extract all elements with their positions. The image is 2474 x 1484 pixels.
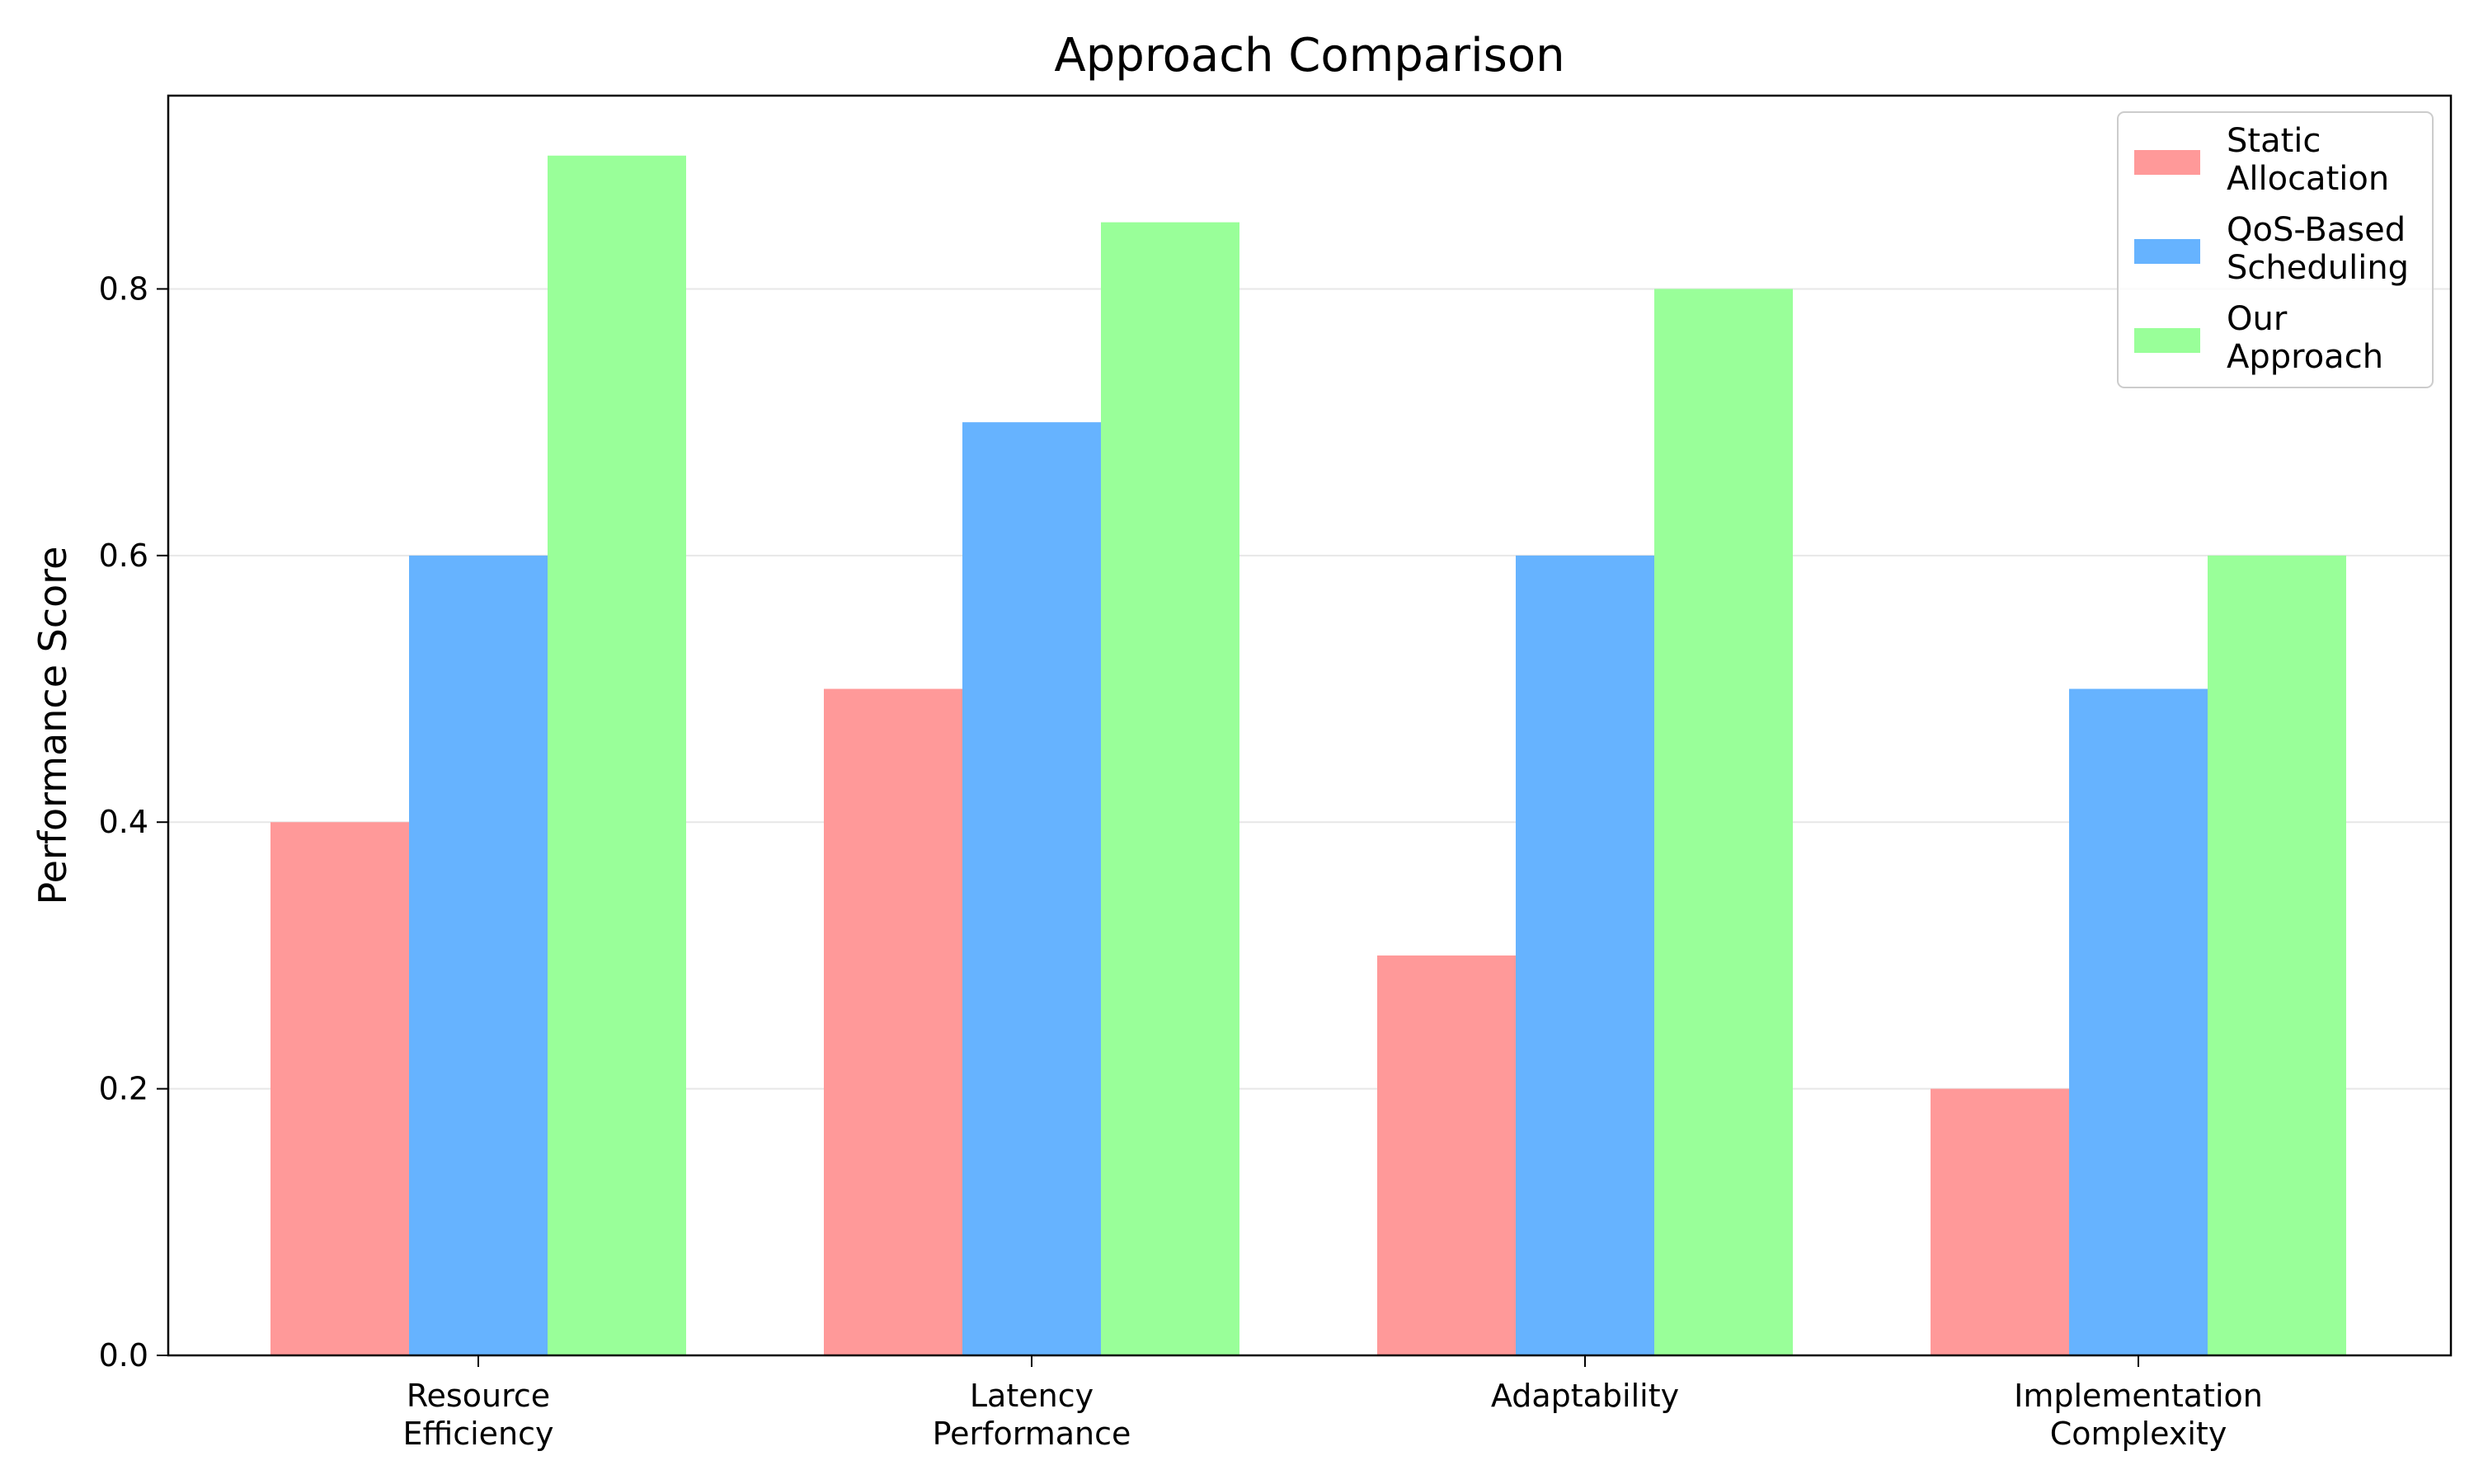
bar [2208, 555, 2346, 1355]
bar [1516, 555, 1654, 1355]
bar [962, 422, 1101, 1355]
plot-frame [167, 94, 2453, 1357]
legend-box [2117, 111, 2434, 388]
bar [409, 555, 548, 1355]
legend-swatch [2134, 150, 2200, 175]
x-tick-label: Implementation Complexity [2014, 1378, 2263, 1452]
bar [1101, 222, 1239, 1356]
legend-swatch [2134, 328, 2200, 353]
bars [270, 155, 2346, 1356]
bar [270, 822, 409, 1355]
y-tick-label: 0.2 [99, 1071, 148, 1107]
y-tick-label: 0.0 [99, 1337, 148, 1374]
bar [548, 155, 686, 1355]
y-tick-label: 0.6 [99, 538, 148, 574]
bar [2069, 688, 2208, 1355]
legend-label: Static Allocation [2227, 122, 2389, 198]
bar [1654, 289, 1793, 1355]
chart-title: Approach Comparison [1054, 29, 1564, 82]
legend-label: Our Approach [2227, 300, 2383, 376]
legend-swatch [2134, 239, 2200, 264]
bar [1377, 955, 1516, 1355]
bar [824, 688, 962, 1355]
legend-label: QoS-Based Scheduling [2227, 211, 2409, 287]
legend: Static Allocation QoS-Based Scheduling Our Ap… [2117, 111, 2434, 388]
x-tick-label: Adaptability [1491, 1378, 1679, 1414]
x-tick-label: Resource Efficiency [402, 1378, 553, 1452]
x-tick-label: Latency Performance [933, 1378, 1131, 1452]
y-axis-title: Performance Score [31, 547, 75, 905]
y-tick-label: 0.4 [99, 804, 148, 840]
bar [1931, 1088, 2069, 1355]
axes: 0.0 0.2 0.4 0.6 0.8 Resource Efficiency Latency… [99, 94, 2453, 1452]
y-tick-label: 0.8 [99, 270, 148, 307]
